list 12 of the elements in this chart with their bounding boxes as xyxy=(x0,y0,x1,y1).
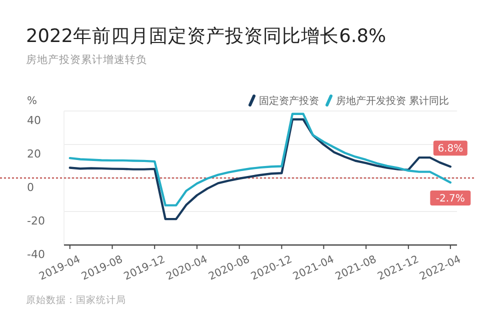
y-tick-label: -20 xyxy=(27,214,45,228)
y-tick-label: 40 xyxy=(27,114,41,127)
legend-label: 固定资产投资 xyxy=(259,95,319,107)
y-axis-title: % xyxy=(27,95,37,107)
legend-label: 房地产开发投资 累计同比 xyxy=(336,95,450,107)
text: 原始数据：国家统计局 xyxy=(26,294,126,306)
data-label: 6.8% xyxy=(438,144,464,155)
y-tick-label: 0 xyxy=(27,181,34,194)
y-tick-label: 20 xyxy=(27,148,41,160)
data-label: -2.7% xyxy=(436,194,465,205)
chart-title: 2022年前四月固定资产投资同比增长6.8% xyxy=(26,25,386,47)
chart-subtitle: 房地产投资累计增速转负 xyxy=(26,53,147,66)
